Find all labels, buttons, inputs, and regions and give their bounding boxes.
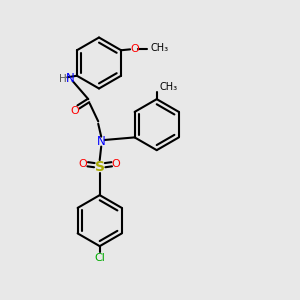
Text: S: S [95,160,105,174]
Text: O: O [79,159,88,169]
Text: N: N [66,72,75,85]
Text: N: N [97,135,106,148]
Text: Cl: Cl [94,253,105,262]
Text: H: H [59,74,67,84]
Text: CH₃: CH₃ [160,82,178,92]
Text: O: O [112,159,121,169]
Text: O: O [130,44,139,54]
Text: O: O [70,106,79,116]
Text: CH₃: CH₃ [150,43,168,53]
